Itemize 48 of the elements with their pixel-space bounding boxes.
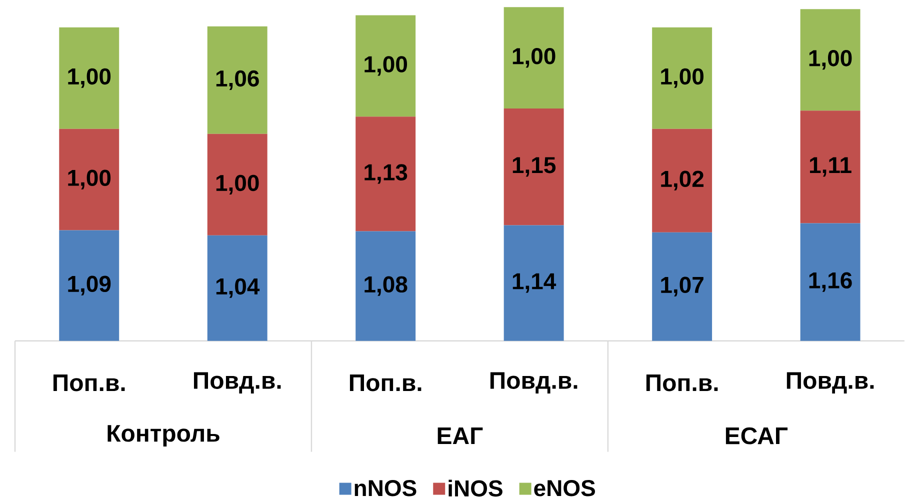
data-label: 1,04	[216, 278, 260, 298]
data-label: 1,14	[512, 273, 556, 293]
bar	[207, 134, 268, 236]
data-label: 1,00	[364, 56, 408, 76]
x-tick-label: Поп.в.	[646, 374, 718, 392]
x-tick-label: Повд.в.	[490, 372, 578, 394]
data-label: 1,13	[364, 164, 408, 184]
bar	[652, 232, 712, 341]
legend-label: iNOS	[448, 480, 502, 497]
bar	[356, 231, 416, 341]
data-label: 1,00	[661, 68, 704, 88]
bar	[59, 128, 120, 230]
data-label: 1,15	[512, 157, 556, 177]
legend-label: eNOS	[534, 480, 595, 496]
data-label: 1,00	[512, 48, 556, 68]
text: ЕАГ	[438, 428, 483, 444]
data-label: 1,00	[68, 170, 111, 190]
data-label: 1,00	[216, 174, 259, 195]
bar	[800, 223, 860, 341]
bar	[800, 110, 860, 224]
data-label: 1,07	[661, 276, 704, 296]
legend-label: nNOS	[354, 480, 416, 496]
bar	[356, 15, 416, 117]
data-label: 1,08	[364, 276, 408, 296]
bar	[504, 225, 564, 341]
bar	[59, 230, 120, 341]
data-label: 1,06	[216, 70, 259, 90]
bar	[652, 27, 712, 129]
text: ЕСАГ	[726, 427, 788, 444]
bar	[207, 26, 268, 134]
data-label: 1,11	[810, 157, 852, 177]
x-tick-label: Повд.в.	[786, 372, 874, 394]
bar	[652, 128, 712, 232]
x-tick-label: Поп.в.	[350, 374, 422, 392]
bar	[504, 108, 564, 226]
data-label: 1,00	[809, 50, 852, 70]
data-label: 1,09	[68, 276, 111, 296]
data-label: 1,16	[809, 272, 852, 292]
bar	[59, 27, 120, 129]
text: Контроль	[108, 425, 220, 447]
bar	[800, 9, 860, 111]
bar	[504, 7, 564, 109]
x-tick-label: Поп.в.	[53, 374, 125, 392]
bar	[207, 235, 268, 341]
data-label: 1,00	[68, 68, 111, 88]
x-tick-label: Повд.в.	[194, 372, 281, 394]
data-label: 1,02	[661, 170, 704, 190]
bar	[356, 116, 416, 232]
